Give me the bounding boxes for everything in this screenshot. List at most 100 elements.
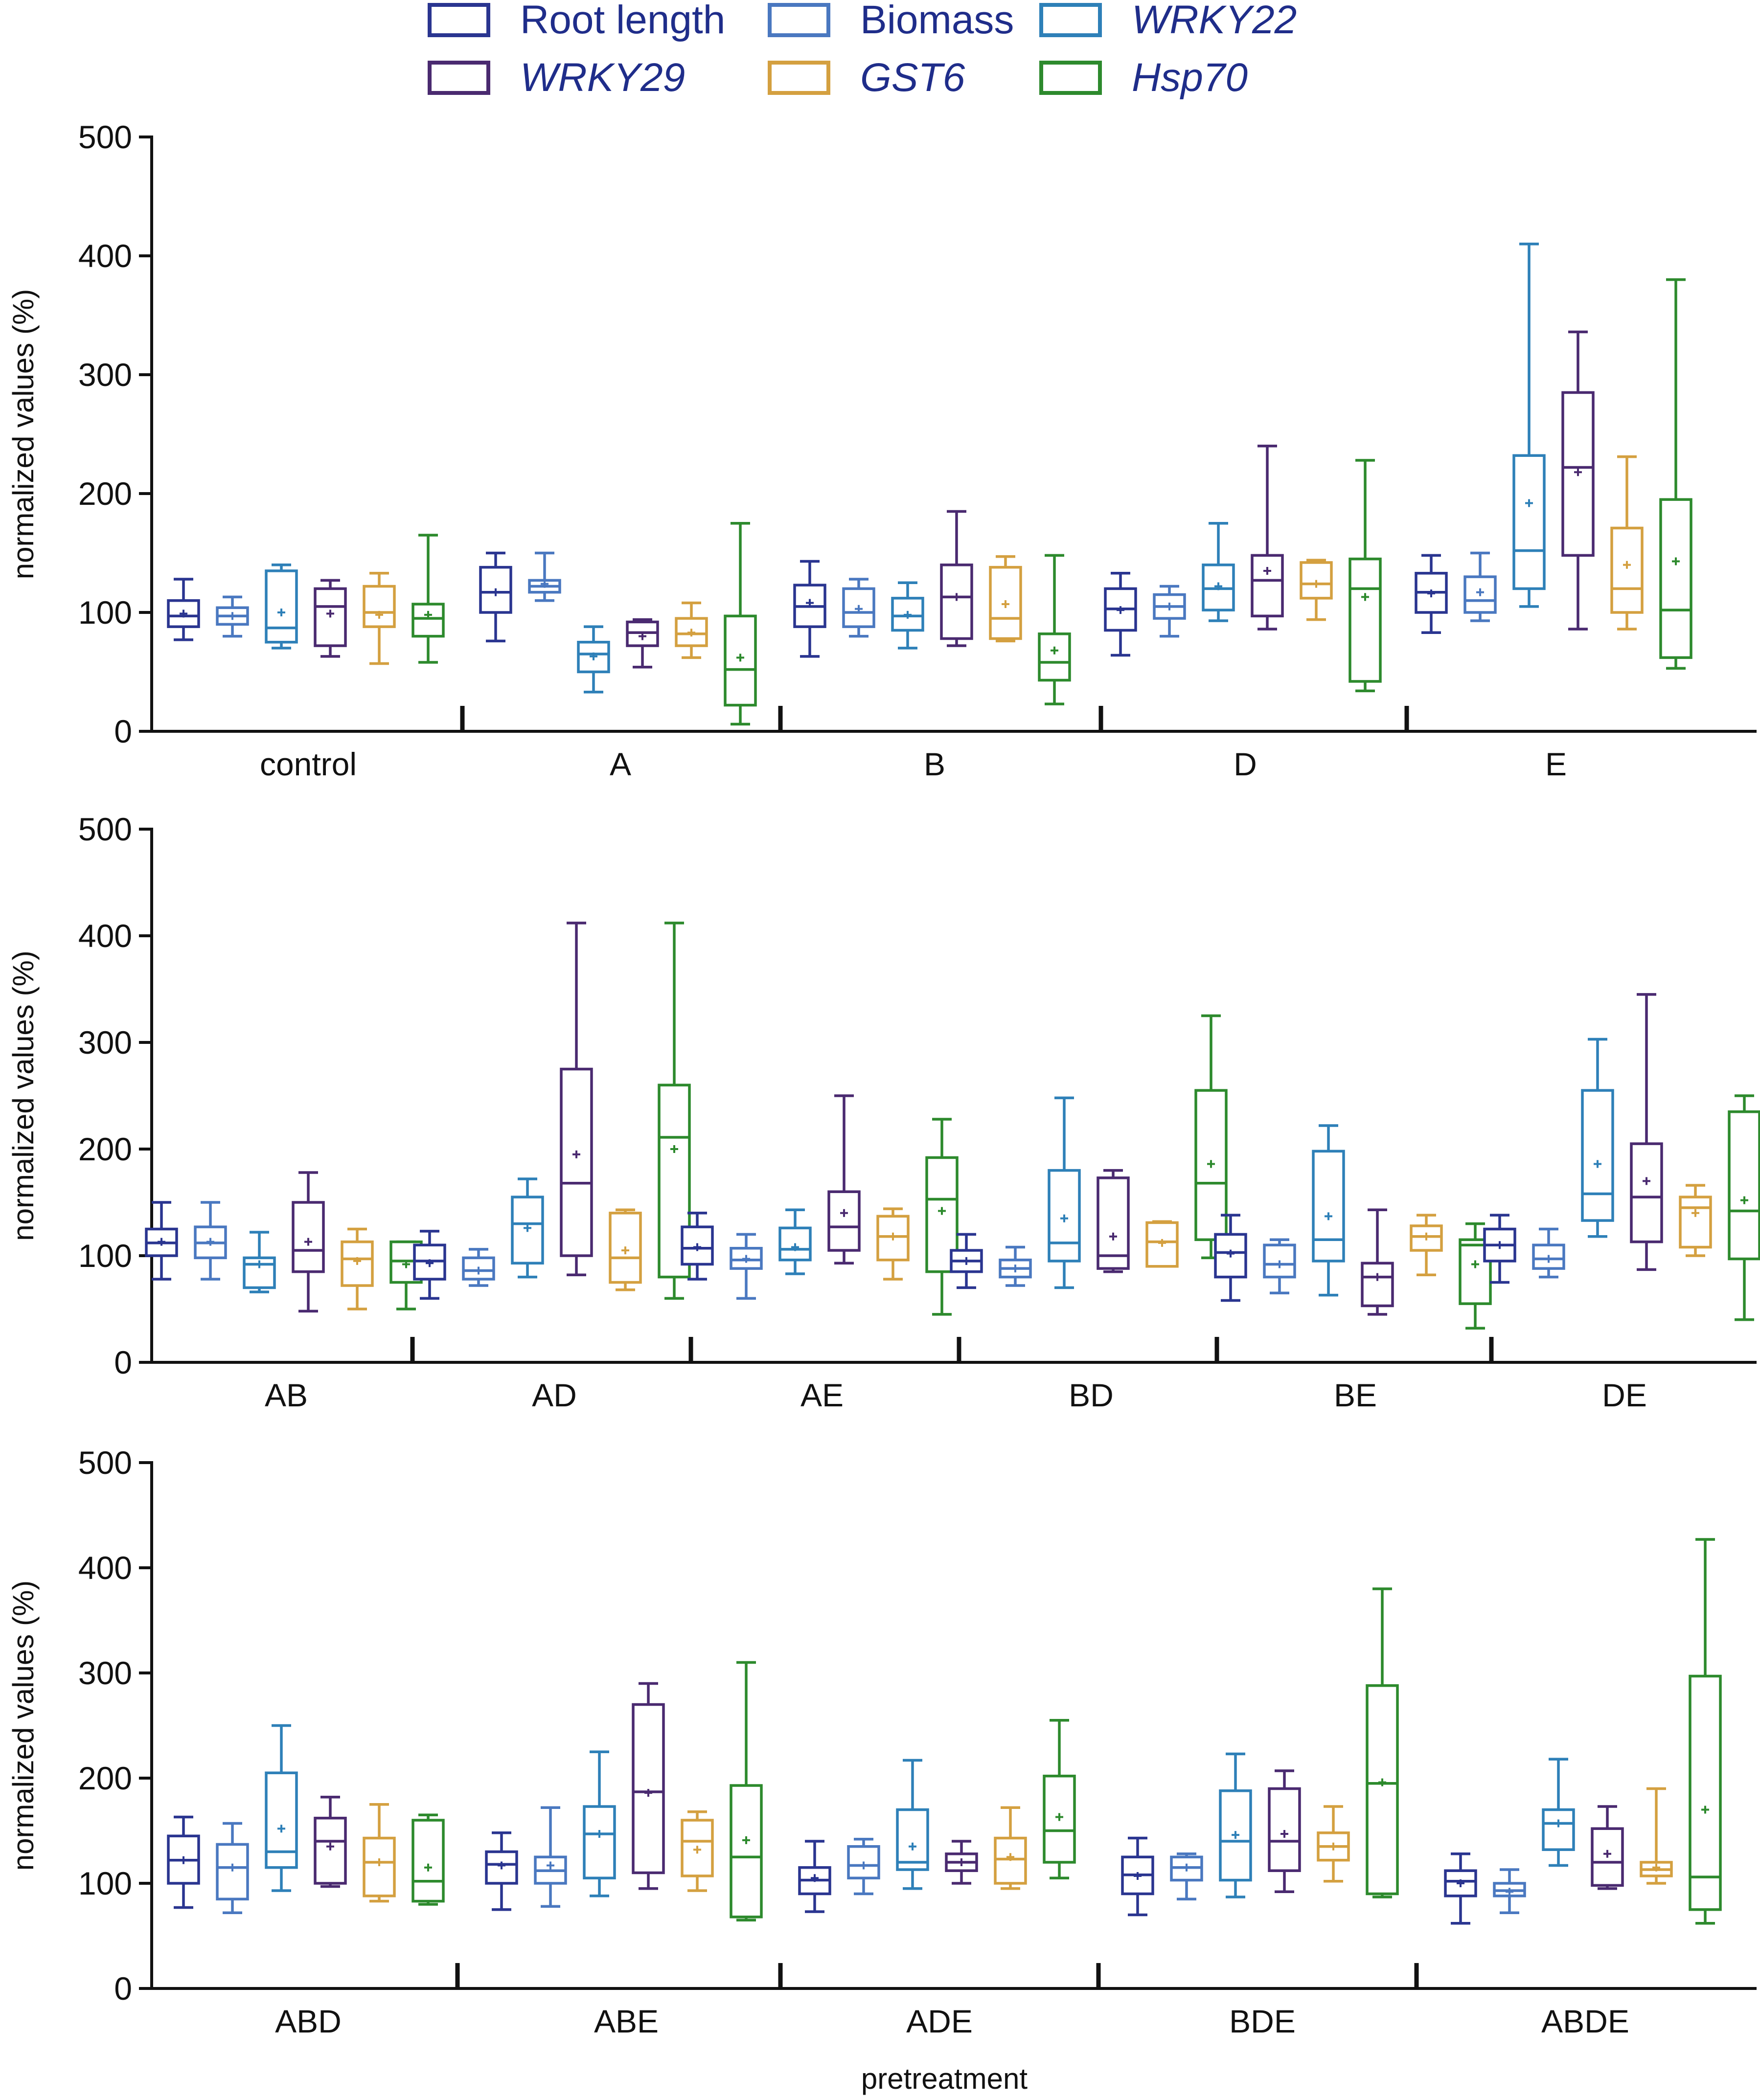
mean-marker — [958, 1858, 965, 1866]
box-BE-biomass — [1263, 1238, 1296, 1295]
mean-marker — [621, 1246, 629, 1255]
iqr-box — [1361, 1262, 1394, 1308]
iqr-box — [842, 587, 875, 628]
box-AE-wrky22 — [778, 1208, 812, 1275]
box-AE-root — [681, 1212, 714, 1281]
box-ABD-biomass — [216, 1822, 249, 1914]
mean-marker — [547, 1861, 554, 1870]
mean-marker — [889, 1232, 897, 1241]
y-tick-label: 200 — [78, 1131, 132, 1167]
mean-marker — [1183, 1863, 1190, 1872]
box-ABDE-gst6 — [1640, 1787, 1673, 1885]
y-tick-label: 500 — [78, 1445, 132, 1481]
chart-panel-top: 0 100 200 300 400 500 normalized values (%) con… — [7, 119, 1757, 782]
mean-marker — [791, 1243, 799, 1251]
legend-label-hsp70: Hsp70 — [1132, 55, 1248, 100]
y-tick-label: 400 — [78, 1550, 132, 1586]
box-A-wrky29 — [626, 618, 659, 669]
box-DE-wrky22 — [1581, 1038, 1614, 1238]
mean-marker — [1325, 1212, 1332, 1220]
legend-swatch-root — [428, 3, 490, 37]
box-AD-hsp70 — [658, 922, 691, 1300]
iqr-box — [896, 1808, 929, 1871]
box-ABD-wrky29 — [314, 1795, 347, 1888]
y-tick-label: 100 — [78, 1238, 132, 1274]
x-tick-label-ABE: ABE — [594, 2003, 659, 2039]
mean-marker — [687, 629, 695, 637]
box-ABD-gst6 — [363, 1803, 396, 1903]
iqr-box — [265, 1771, 298, 1869]
mean-marker — [1574, 468, 1582, 476]
chart-panel-bottom: 0 100 200 300 400 500 normalized values (%) ABD… — [7, 1445, 1757, 2039]
mean-marker — [1594, 1160, 1601, 1168]
mean-marker — [1525, 499, 1533, 507]
box-AB-root — [145, 1201, 178, 1281]
mean-marker — [1011, 1265, 1019, 1273]
legend-label-biomass: Biomass — [860, 0, 1014, 42]
mean-marker — [904, 610, 912, 619]
mean-marker — [1427, 589, 1435, 598]
group-BD: BD — [950, 1014, 1228, 1413]
mean-marker — [1006, 1853, 1014, 1861]
mean-marker — [1506, 1888, 1513, 1896]
iqr-box — [1689, 1674, 1722, 1911]
box-D-biomass — [1153, 585, 1186, 638]
box-ADE-wrky29 — [945, 1840, 978, 1885]
iqr-box — [1659, 498, 1692, 659]
x-tick-label-BD: BD — [1069, 1377, 1114, 1413]
box-control-gst6 — [363, 572, 396, 665]
iqr-box — [1728, 1110, 1760, 1261]
mean-marker — [1166, 602, 1173, 610]
legend-label-root: Root length — [520, 0, 725, 42]
mean-marker — [541, 580, 549, 588]
chart-panels: 0 100 200 300 400 500 normalized values (%) con… — [7, 119, 1760, 2039]
y-tick-label: 500 — [78, 119, 132, 155]
x-tick-label-AB: AB — [265, 1377, 308, 1413]
mean-marker — [277, 609, 285, 616]
box-A-root — [479, 551, 512, 643]
mean-marker — [693, 1243, 701, 1251]
legend-swatch-wrky22 — [1039, 3, 1102, 37]
box-AD-biomass — [462, 1248, 495, 1287]
legend-swatch-wrky29 — [428, 61, 490, 95]
x-tick-label-BE: BE — [1334, 1377, 1377, 1413]
box-ADE-biomass — [847, 1837, 880, 1896]
group-DE: DE — [1483, 993, 1760, 1413]
mean-marker — [736, 654, 744, 662]
mean-marker — [1329, 1842, 1337, 1851]
box-AE-biomass — [730, 1233, 763, 1300]
mean-marker — [1623, 561, 1631, 569]
x-tick-label-D: D — [1234, 746, 1257, 782]
iqr-box — [1630, 1142, 1663, 1243]
mean-marker — [1672, 557, 1680, 565]
x-tick-label-A: A — [610, 746, 631, 782]
iqr-box — [292, 1201, 325, 1273]
mean-marker — [639, 632, 646, 640]
mean-marker — [1232, 1831, 1239, 1839]
y-tick-label: 100 — [78, 1865, 132, 1901]
legend-item-hsp70: Hsp70 — [1039, 55, 1248, 100]
iqr-box — [1610, 526, 1644, 614]
iqr-box — [632, 1703, 665, 1874]
box-ABDE-wrky22 — [1542, 1758, 1575, 1867]
group-B: B — [793, 510, 1071, 782]
mean-marker — [424, 1863, 432, 1872]
mean-marker — [953, 593, 960, 601]
box-control-root — [167, 578, 200, 641]
mean-marker — [1280, 1829, 1288, 1838]
iqr-box — [658, 1084, 691, 1279]
x-tick-label-ABD: ABD — [275, 2003, 342, 2039]
y-tick-label: 300 — [78, 1024, 132, 1061]
box-AD-wrky29 — [560, 922, 593, 1276]
box-E-hsp70 — [1659, 278, 1692, 670]
x-tick-label-ADE: ADE — [906, 2003, 973, 2039]
box-AD-gst6 — [609, 1208, 642, 1291]
box-A-gst6 — [675, 601, 708, 659]
box-BE-wrky29 — [1361, 1208, 1394, 1316]
legend: Root length Biomass WRKY22 WRKY29 GST6 Hsp70 — [428, 0, 1297, 100]
mean-marker — [1263, 566, 1271, 575]
mean-marker — [860, 1861, 868, 1870]
iqr-box — [1312, 1150, 1345, 1263]
box-BE-gst6 — [1410, 1214, 1443, 1276]
